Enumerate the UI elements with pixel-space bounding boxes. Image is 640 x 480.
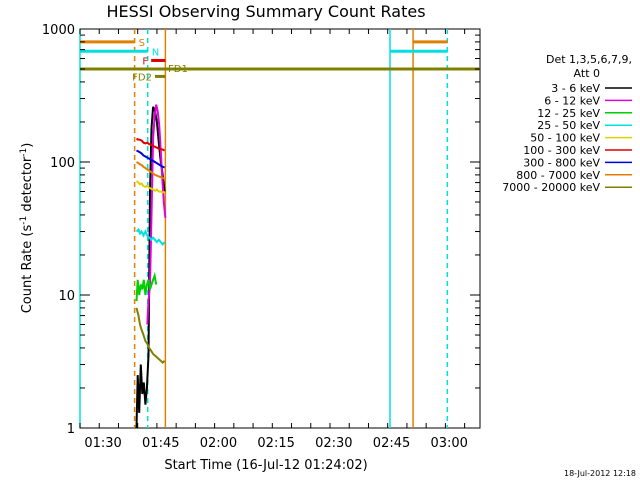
flag-label-fd1: FD1 xyxy=(168,64,188,75)
x-tick-label-02-30: 02:30 xyxy=(315,436,352,451)
legend-label-6-12-kev: 6 - 12 keV xyxy=(544,94,600,107)
x-tick-label-03-00: 03:00 xyxy=(430,436,467,451)
footer-timestamp: 18-Jul-2012 12:18 xyxy=(564,469,636,478)
y-axis-label-sup2: -1 xyxy=(19,148,29,157)
y-axis-ticks: 1 10 100 1000 xyxy=(42,23,480,437)
flag-bars: SNF FD1 FD2 xyxy=(80,38,480,83)
x-tick-label-01-30: 01:30 xyxy=(84,436,121,451)
y-axis-label-mid: detector xyxy=(20,156,35,216)
series-line-300-800-kev xyxy=(136,149,165,169)
x-tick-label-02-15: 02:15 xyxy=(257,436,294,451)
legend-label-100-300-kev: 100 - 300 keV xyxy=(523,144,600,157)
series-line-12-25-kev xyxy=(135,271,158,302)
y-tick-label-1: 1 xyxy=(67,422,75,437)
legend-label-12-25-kev: 12 - 25 keV xyxy=(537,107,600,120)
series-line-50-100-kev xyxy=(135,180,166,194)
series-line-7000-20000-kev xyxy=(135,307,166,364)
y-axis-label: Count Rate (s-1 detector-1) xyxy=(19,143,35,314)
legend-label-300-800-kev: 300 - 800 keV xyxy=(523,156,600,169)
x-tick-label-02-00: 02:00 xyxy=(200,436,237,451)
flag-label-n: N xyxy=(152,47,159,58)
flag-label-f: F xyxy=(142,56,148,67)
legend-header-detectors: Det 1,3,5,6,7,9, xyxy=(546,53,632,66)
data-series xyxy=(135,104,167,429)
legend-header-attenuator: Att 0 xyxy=(574,67,600,80)
y-axis-label-main: Count Rate (s xyxy=(20,225,35,314)
legend-label-50-100-kev: 50 - 100 keV xyxy=(530,132,600,145)
vertical-markers xyxy=(79,29,449,428)
chart-title: HESSI Observing Summary Count Rates xyxy=(106,2,425,21)
x-tick-label-01-45: 01:45 xyxy=(142,436,179,451)
x-axis-ticks: 01:30 01:45 02:00 02:15 02:30 02:45 03:00 xyxy=(79,29,468,451)
legend-label-25-50-kev: 25 - 50 keV xyxy=(537,119,600,132)
y-axis-label-end: ) xyxy=(20,143,35,148)
series-line-800-7000-kev xyxy=(135,161,165,180)
y-tick-label-100: 100 xyxy=(50,156,75,171)
x-tick-label-02-45: 02:45 xyxy=(373,436,410,451)
y-axis-label-sup1: -1 xyxy=(19,216,29,225)
x-axis-label: Start Time (16-Jul-12 01:24:02) xyxy=(164,458,367,473)
y-tick-label-10: 10 xyxy=(58,289,75,304)
series-line-25-50-kev xyxy=(135,227,166,246)
flag-label-s: S xyxy=(139,38,145,49)
series-line-100-300-kev xyxy=(135,137,166,152)
legend-label-3-6-kev: 3 - 6 keV xyxy=(551,82,600,95)
legend-label-800-7000-kev: 800 - 7000 keV xyxy=(516,169,600,182)
legend-label-7000-20000-kev: 7000 - 20000 keV xyxy=(502,181,600,194)
y-tick-label-1000: 1000 xyxy=(42,23,75,38)
flag-label-fd2: FD2 xyxy=(132,72,152,83)
